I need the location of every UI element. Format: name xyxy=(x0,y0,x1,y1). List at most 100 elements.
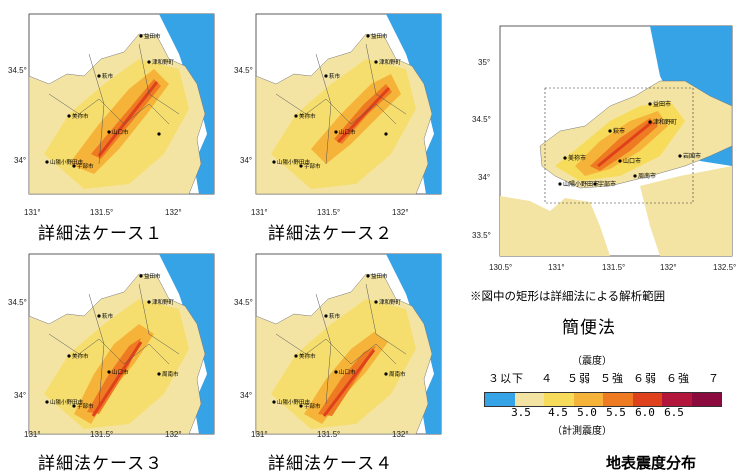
sea-region xyxy=(159,254,214,434)
city-marker xyxy=(374,300,378,304)
city-marker xyxy=(374,60,378,64)
colorbar-swatch xyxy=(603,393,633,406)
xtick-131: 131° xyxy=(251,430,268,439)
map-panel-case1: 益田市 津和野町 萩市 美祢市 山口市 山陽小野田市 宇部市 34.5° 34° 131° … xyxy=(0,0,240,244)
city-label: 宇部市 xyxy=(598,180,616,188)
colorbar-tick: 5.0 xyxy=(577,406,597,419)
city-marker xyxy=(157,132,161,136)
city-label: 萩市 xyxy=(613,127,625,135)
boundary-lines xyxy=(48,283,180,405)
intensity-label: ５強 xyxy=(600,372,624,385)
city-label: 岩国市 xyxy=(683,152,701,160)
fault-line xyxy=(597,120,653,168)
colorbar-swatch xyxy=(485,393,515,406)
city-marker xyxy=(366,34,370,38)
fault-line xyxy=(97,81,159,157)
city-marker xyxy=(678,154,682,158)
city-marker xyxy=(147,60,151,64)
xtick-131: 131° xyxy=(251,208,268,217)
intensity-label: ６弱 xyxy=(633,372,657,385)
ytick-34: 34° xyxy=(14,391,27,400)
ytick-34: 34° xyxy=(240,156,253,165)
sea-region xyxy=(386,254,441,434)
city-marker xyxy=(299,164,303,168)
city-marker xyxy=(563,156,567,160)
legend-lower-title: （計測震度） xyxy=(552,426,612,437)
panel-caption: 簡便法 xyxy=(562,318,616,338)
colorbar-tick: 6.5 xyxy=(664,406,684,419)
colorbar-swatch xyxy=(662,393,692,406)
city-marker xyxy=(558,182,562,186)
intensity-label: ４ xyxy=(541,372,553,385)
city-label: 美祢市 xyxy=(568,154,586,162)
city-marker xyxy=(648,102,652,106)
ytick-35: 35° xyxy=(478,58,491,67)
ytick-34: 34° xyxy=(478,173,491,182)
shikoku-land xyxy=(640,166,732,256)
ytick-34.5: 34.5° xyxy=(234,66,253,75)
intensity-label: ６強 xyxy=(666,372,690,385)
map-panel-case3: 益田市 津和野町 萩市 美祢市 山口市 山陽小野田市 宇部市 周南市 34.5° 34° 13… xyxy=(0,246,240,475)
city-marker xyxy=(67,114,71,118)
city-label: 宇部市 xyxy=(304,402,321,410)
xtick-131.5: 131.5° xyxy=(317,208,341,217)
intensity-zone-6-lower xyxy=(87,338,141,414)
city-marker xyxy=(334,370,338,374)
city-label: 美祢市 xyxy=(72,112,89,120)
ytick-34: 34° xyxy=(240,391,253,400)
city-marker xyxy=(45,400,49,404)
city-label: 津和野町 xyxy=(379,58,402,66)
colorbar-tick: 3.5 xyxy=(511,406,531,419)
city-label: 津和野町 xyxy=(152,58,175,66)
xtick-131.5: 131.5° xyxy=(602,263,626,272)
ytick-34.5: 34.5° xyxy=(472,115,491,124)
city-label: 宇部市 xyxy=(77,162,94,170)
city-label: 周南市 xyxy=(638,172,656,180)
legend-upper-title: （震度） xyxy=(572,356,612,367)
city-marker xyxy=(139,274,143,278)
city-label: 萩市 xyxy=(102,312,114,320)
panel-caption: 詳細法ケース４ xyxy=(268,454,394,474)
city-label: 益田市 xyxy=(371,32,388,40)
xtick-131: 131° xyxy=(24,208,41,217)
city-label: 美祢市 xyxy=(299,112,316,120)
city-marker xyxy=(67,354,71,358)
ytick-34.5: 34.5° xyxy=(8,298,27,307)
city-marker xyxy=(107,130,111,134)
city-label: 萩市 xyxy=(329,312,341,320)
figure-title: 地表震度分布 xyxy=(606,454,697,472)
city-label: 山陽小野田市 xyxy=(50,158,84,166)
city-marker xyxy=(72,404,76,408)
panel-caption: 詳細法ケース１ xyxy=(38,224,164,244)
intensity-zone-6-lower xyxy=(318,346,376,416)
city-marker xyxy=(366,274,370,278)
boundary-lines xyxy=(275,43,407,165)
city-marker xyxy=(272,160,276,164)
colorbar-ticks: 3.5 4.5 5.0 5.5 6.0 6.5 xyxy=(484,406,720,420)
city-label: 津和野町 xyxy=(379,298,402,306)
intensity-label: ３以下 xyxy=(488,372,524,385)
colorbar-swatch xyxy=(691,393,721,406)
city-label: 萩市 xyxy=(329,72,341,80)
city-label: 益田市 xyxy=(144,32,161,40)
city-marker xyxy=(633,174,637,178)
fault-line xyxy=(91,341,143,417)
xtick-132: 132° xyxy=(392,430,409,439)
colorbar-tick: 4.5 xyxy=(548,406,568,419)
xtick-132: 132° xyxy=(165,208,182,217)
color-bar xyxy=(484,392,722,407)
analysis-range-rectangle xyxy=(544,87,694,204)
colorbar-swatch xyxy=(544,393,574,406)
ytick-34.5: 34.5° xyxy=(234,298,253,307)
city-label: 山口市 xyxy=(339,368,356,376)
city-label: 益田市 xyxy=(371,272,388,280)
ytick-34: 34° xyxy=(14,156,27,165)
xtick-130.5: 130.5° xyxy=(489,263,513,272)
city-label: 山口市 xyxy=(112,128,129,136)
intensity-labels: ３以下 ４ ５弱 ５強 ６弱 ６強 ７ xyxy=(488,370,738,385)
city-marker xyxy=(147,300,151,304)
city-label: 美祢市 xyxy=(72,352,89,360)
